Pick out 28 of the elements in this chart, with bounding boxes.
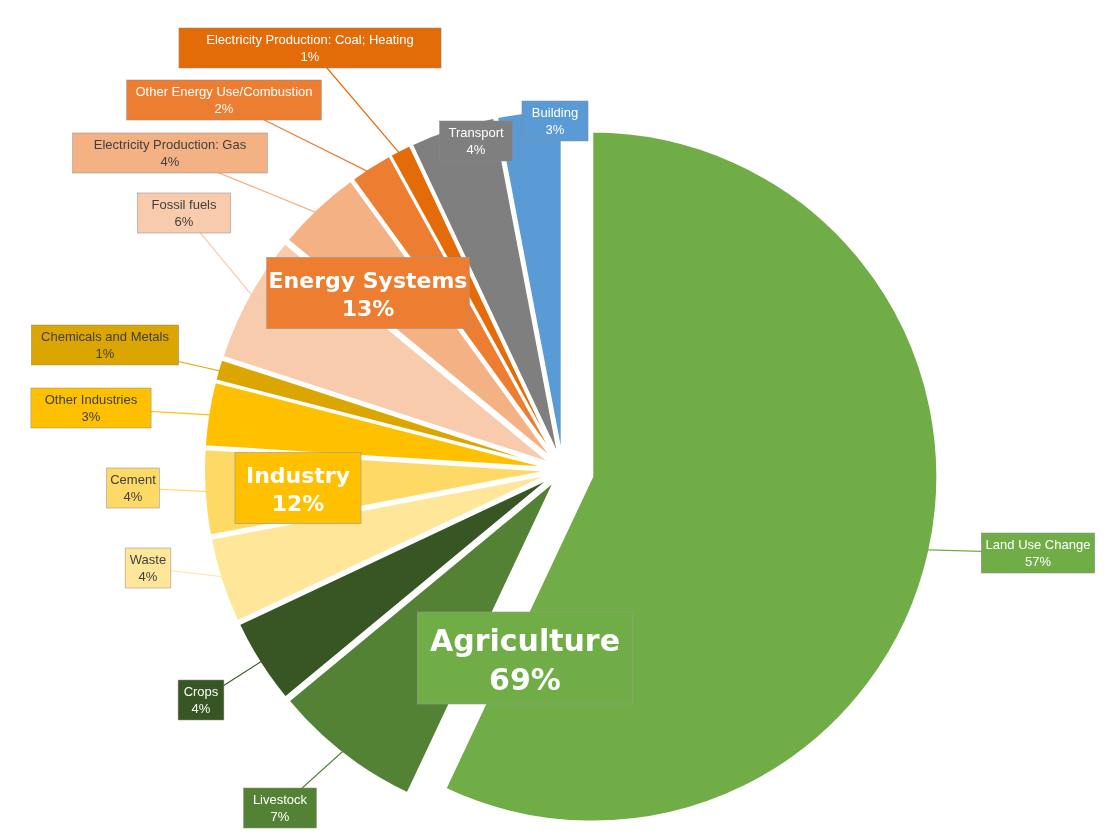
slice-label: Chemicals and Metals	[41, 329, 170, 344]
data-label: 4%	[160, 154, 180, 169]
slice-label: Crops	[183, 684, 219, 699]
data-label: 2%	[214, 101, 234, 116]
text: Energy Systems 13%	[268, 267, 468, 322]
data-label: 7%	[270, 809, 290, 824]
data-label: 4%	[191, 701, 211, 716]
data-label: 57%	[1024, 554, 1052, 569]
slice-label: Cement	[110, 472, 157, 487]
slice-label: Land Use Change	[985, 537, 1091, 552]
data-label: 3%	[545, 122, 565, 137]
slice-label: Building	[531, 105, 579, 120]
slice-label: Waste	[129, 552, 167, 567]
text: Industry 12%	[245, 462, 351, 517]
data-label: 4%	[123, 489, 143, 504]
slice-label: Transport	[448, 125, 504, 140]
data-label: 1%	[300, 49, 320, 64]
slice-label: Livestock	[252, 792, 308, 807]
data-label: 3%	[81, 409, 101, 424]
data-label: 4%	[138, 569, 158, 584]
slice-label: Electricity Production: Coal; Heating	[206, 32, 414, 47]
data-label: 6%	[174, 214, 194, 229]
slice-label: Other Energy Use/Combustion	[135, 84, 313, 99]
text: Agriculture 69%	[429, 622, 621, 697]
slice-label: Electricity Production: Gas	[93, 137, 247, 152]
slice-label: Other Industries	[44, 392, 138, 407]
slice-label: Fossil fuels	[151, 197, 217, 212]
data-label: 4%	[466, 142, 486, 157]
